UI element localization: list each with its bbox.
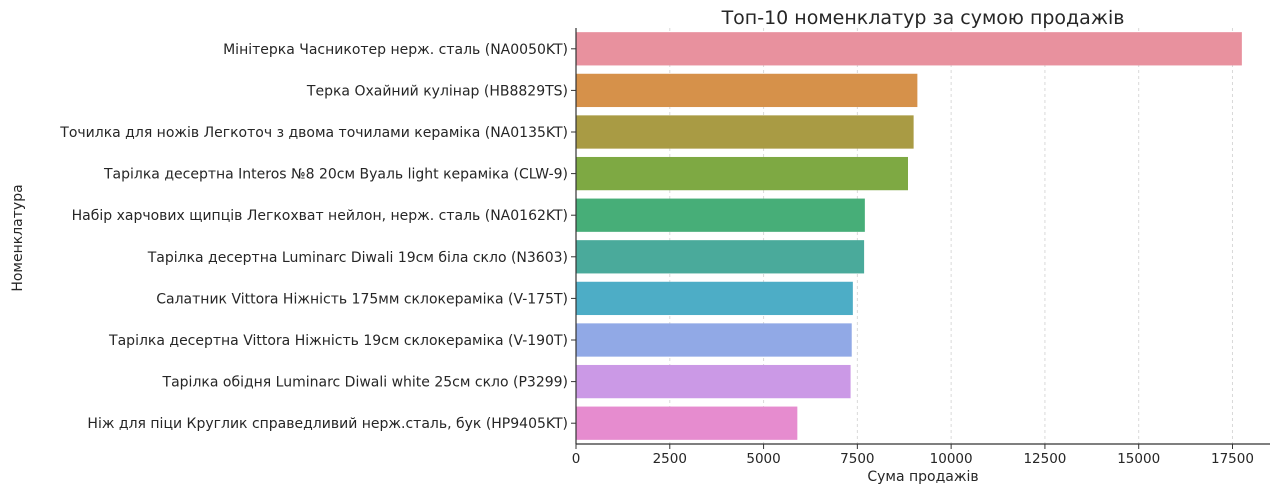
bar [576,156,908,191]
bar [576,73,918,108]
category-label: Мінітерка Часникотер нерж. сталь (NA0050… [223,42,568,58]
category-label: Тарілка десертна Interos №8 20см Вуаль l… [103,167,568,183]
category-labels: Мінітерка Часникотер нерж. сталь (NA0050… [59,42,576,432]
x-axis-title: Сума продажів [867,469,978,485]
chart-title: Топ-10 номенклатур за сумою продажів [721,7,1125,29]
bars [576,32,1242,440]
category-label: Тарілка обідня Luminarc Diwali white 25с… [162,375,568,391]
x-tick-label: 2500 [653,451,687,467]
category-label: Тарілка десертна Vittora Ніжність 19см с… [108,333,568,349]
bar [576,364,851,399]
bar [576,406,798,440]
y-axis-title: Номенклатура [10,184,26,291]
bar [576,115,914,149]
bar [576,32,1242,66]
x-tick-label: 12500 [1023,451,1066,467]
category-label: Тарілка десертна Luminarc Diwali 19см бі… [147,250,568,266]
x-tick-label: 17500 [1211,451,1254,467]
x-tick-label: 7500 [840,451,874,467]
category-label: Набір харчових щипців Легкохват нейлон, … [72,208,568,224]
category-label: Салатник Vittora Ніжність 175мм склокера… [156,291,568,307]
bar [576,323,852,357]
category-label: Ніж для піци Круглик справедливий нерж.с… [87,416,568,432]
x-tick-labels: 0 2500 5000 7500 10000 12500 15000 17500 [572,444,1254,467]
x-tick-label: 5000 [746,451,780,467]
x-tick-label: 0 [572,451,581,467]
bar [576,281,853,316]
bar [576,240,865,274]
category-label: Точилка для ножів Легкоточ з двома точил… [59,125,568,141]
x-tick-label: 15000 [1117,451,1160,467]
bar [576,198,865,232]
category-label: Терка Охайний кулінар (HB8829TS) [306,83,568,99]
x-tick-label: 10000 [930,451,973,467]
